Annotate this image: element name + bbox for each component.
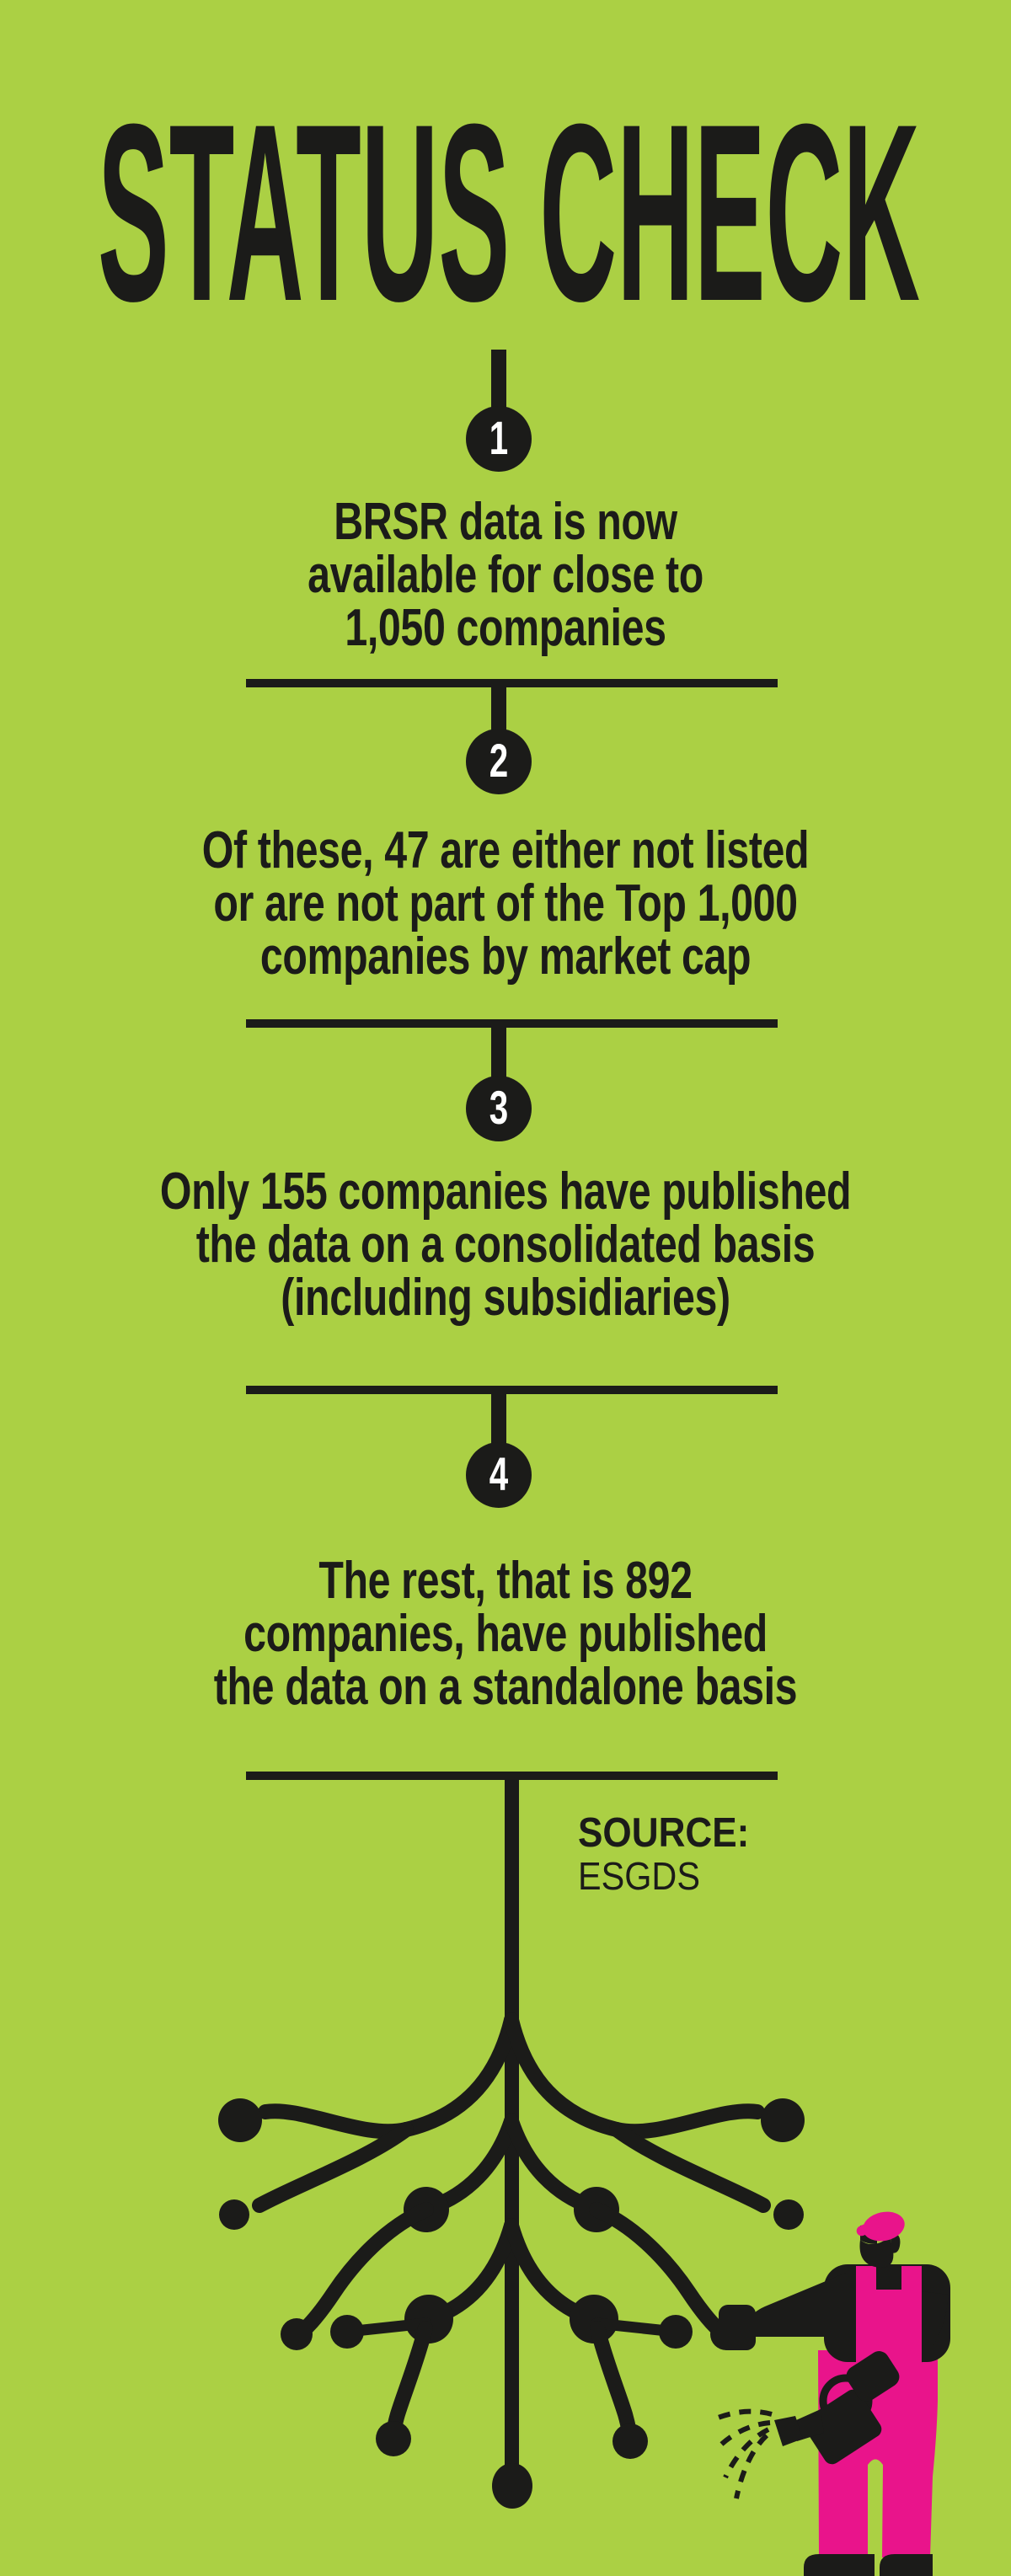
- page-title: STATUS CHECK: [98, 71, 920, 354]
- cap: [863, 2211, 905, 2242]
- source-label: SOURCE:: [578, 1810, 750, 1856]
- divider-line-3: [246, 1386, 778, 1394]
- step-3-text: Only 155 companies have published the da…: [159, 1162, 852, 1327]
- step-4-number: 4: [489, 1447, 509, 1501]
- water-spray-icon: [710, 2408, 773, 2499]
- step-1-number: 1: [489, 411, 509, 465]
- step-4-text: The rest, that is 892 companies, have pu…: [213, 1552, 798, 1716]
- step-1-text: BRSR data is now available for close to …: [308, 493, 703, 657]
- divider-line-2: [246, 1019, 778, 1028]
- step-2-number: 2: [489, 734, 509, 788]
- step-3-number: 3: [489, 1081, 509, 1135]
- hand: [719, 2305, 756, 2350]
- step-2-text: Of these, 47 are either not listed or ar…: [201, 821, 810, 986]
- step-3-badge: [466, 1076, 532, 1141]
- divider-line-1: [246, 679, 778, 687]
- step-2-badge: [466, 729, 532, 794]
- source-attribution: SOURCE: ESGDS: [578, 1811, 749, 1897]
- cuff: [846, 2351, 900, 2402]
- gardener-icon: [710, 2211, 950, 2576]
- root-network-icon: [218, 1773, 805, 2509]
- watering-can-icon: [774, 2374, 882, 2465]
- step-1-badge: [466, 406, 532, 472]
- step-4-badge: [466, 1442, 532, 1508]
- source-value: ESGDS: [578, 1854, 700, 1898]
